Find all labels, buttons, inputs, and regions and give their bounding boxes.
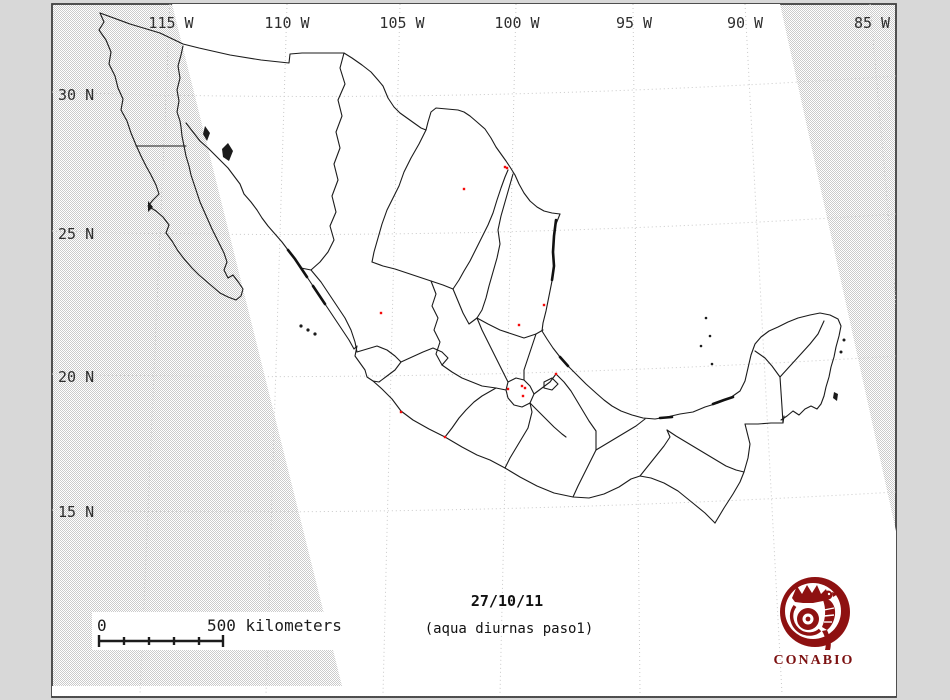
fire-dot [443, 435, 447, 439]
fire-dot [517, 323, 521, 327]
swath-region [52, 4, 896, 696]
pass-label: (aqua diurnas paso1) [425, 621, 594, 637]
conabio-logo: CONABIO [774, 577, 855, 668]
lon-label: 110 W [264, 14, 310, 32]
conabio-wordmark: CONABIO [774, 653, 855, 668]
fire-hotspots [379, 165, 558, 439]
scale-bar-length-label: 500 kilometers [207, 616, 342, 635]
fire-dot [379, 311, 383, 315]
scale-bar: 0 500 kilometers [92, 612, 354, 650]
date-label: 27/10/11 [471, 592, 543, 610]
fire-dot [542, 303, 546, 307]
lat-label: 30 N [58, 86, 94, 104]
scale-bar-ruler [97, 635, 225, 647]
islands-and-lagoons [148, 126, 846, 420]
conabio-ram-icon [780, 577, 850, 650]
fire-dot [506, 387, 510, 391]
fire-dot [503, 165, 507, 169]
lon-label: 115 W [148, 14, 194, 32]
lat-label: 15 N [58, 503, 94, 521]
lat-label: 25 N [58, 225, 94, 243]
lon-label: 90 W [727, 14, 764, 32]
fire-dot [523, 386, 527, 390]
graticule [52, 4, 896, 695]
lon-label: 95 W [616, 14, 653, 32]
fire-dot [399, 410, 403, 414]
fire-dot [462, 187, 466, 191]
lat-label: 20 N [58, 368, 94, 386]
mexico-map [98, 12, 846, 524]
state-boundaries [135, 52, 825, 524]
lon-label: 100 W [494, 14, 540, 32]
fire-dot [554, 372, 558, 376]
lon-label: 105 W [379, 14, 425, 32]
baja-california-coastline [98, 12, 244, 301]
lon-label: 85 W [854, 14, 891, 32]
fire-dot [520, 384, 524, 388]
gulf-coastline [541, 213, 842, 421]
graticule-labels: 115 W 110 W 105 W 100 W 95 W 90 W 85 W 3… [58, 14, 891, 521]
scale-bar-zero: 0 [97, 616, 107, 635]
fire-dot [505, 166, 509, 170]
fire-dot [521, 394, 525, 398]
pacific-coastline [185, 122, 716, 524]
